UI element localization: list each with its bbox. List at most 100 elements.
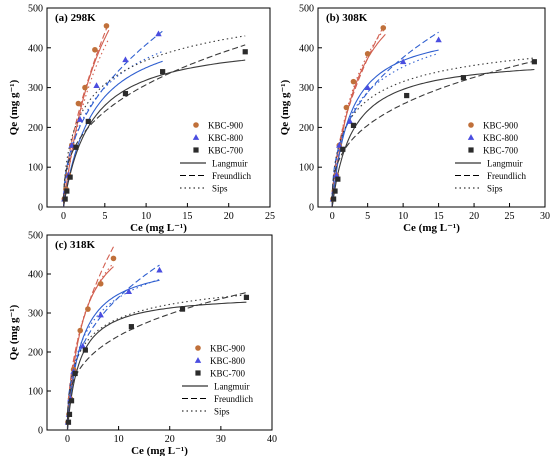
legend-label: KBC-900: [210, 344, 246, 354]
data-point-kbc-900: [82, 84, 88, 91]
data-point-kbc-700: [331, 196, 337, 202]
data-point-kbc-800: [79, 342, 86, 349]
data-point-kbc-900: [75, 100, 82, 107]
legend-marker-kbc-700: [195, 370, 201, 376]
data-point-kbc-700: [350, 122, 357, 129]
legend-label: Freundlich: [214, 394, 253, 404]
chart-panel-2: 0 100 200 300 400 500 0 5 10 15 20 25 30 Ce (mg L⁻¹) Q…: [279, 4, 550, 235]
x-tick-label: 20: [224, 211, 234, 222]
legend-label: KBC-800: [210, 356, 246, 366]
y-axis-label: Qe (mg g⁻¹): [8, 79, 20, 135]
data-point-kbc-700: [72, 370, 78, 377]
data-point-kbc-700: [531, 59, 537, 65]
x-tick-label: 0: [65, 434, 70, 445]
fit-curve-kbc-800-langmuir: [63, 60, 163, 207]
data-point-kbc-800: [155, 30, 162, 37]
data-point-kbc-700: [73, 144, 79, 150]
data-point-kbc-700: [332, 188, 338, 194]
legend-label: KBC-900: [208, 121, 244, 131]
legend-label: Langmuir: [214, 382, 250, 392]
legend-label: KBC-700: [208, 146, 244, 156]
fit-curve-kbc-700-sips: [331, 57, 535, 203]
data-point-kbc-700: [64, 188, 70, 194]
data-point-kbc-800: [156, 266, 163, 273]
data-point-kbc-800: [333, 171, 340, 178]
data-point-kbc-700: [62, 196, 68, 202]
legend-marker-kbc-700: [468, 147, 474, 153]
data-point-kbc-800: [122, 56, 129, 63]
data-point-kbc-700: [82, 347, 88, 353]
fit-curve-kbc-800-sips: [331, 52, 439, 205]
legend-marker-kbc-800: [467, 134, 475, 140]
y-tick-label: 500: [28, 4, 43, 15]
data-point-kbc-700: [67, 174, 73, 180]
chart-panel-1: 0 100 200 300 400 500 0 5 10 15 20 25 Ce (mg L⁻¹) Qe …: [8, 4, 275, 235]
y-tick-label: 0: [309, 203, 314, 214]
legend-label: KBC-700: [483, 146, 519, 156]
legend-label: Sips: [212, 184, 228, 194]
data-point-kbc-800: [346, 118, 354, 124]
data-point-kbc-700: [242, 49, 248, 55]
legend: KBC-900 KBC-800 KBC-700 Langmuir Freundlich S…: [455, 121, 526, 194]
x-tick-label: 40: [267, 434, 277, 445]
x-tick-label: 30: [216, 434, 226, 445]
data-point-kbc-800: [435, 36, 442, 43]
x-tick-label: 0: [330, 211, 335, 222]
legend: KBC-900 KBC-800 KBC-700 Langmuir Freundlich S…: [182, 344, 253, 417]
fit-curve-kbc-900-sips: [331, 27, 386, 207]
data-point-kbc-800: [336, 141, 343, 148]
data-point-kbc-700: [68, 398, 75, 404]
x-tick-label: 10: [114, 434, 124, 445]
fit-curve-kbc-800-sips: [66, 278, 160, 428]
y-tick-label: 300: [299, 83, 314, 94]
legend-marker-kbc-900: [468, 122, 474, 128]
y-tick-label: 400: [28, 270, 43, 281]
fit-curve-kbc-800-freundlich: [331, 31, 439, 200]
data-point-kbc-700: [65, 419, 72, 425]
data-point-kbc-900: [97, 280, 104, 287]
legend-label: KBC-800: [483, 133, 519, 143]
data-point-kbc-800: [76, 116, 84, 122]
y-tick-label: 100: [28, 163, 43, 174]
x-tick-label: 30: [540, 211, 550, 222]
x-tick-label: 10: [141, 211, 151, 222]
x-tick-label: 15: [182, 211, 192, 222]
y-tick-label: 0: [38, 426, 43, 437]
legend-marker-kbc-800: [192, 134, 200, 140]
x-tick-label: 5: [102, 211, 107, 222]
x-tick-label: 10: [398, 211, 408, 222]
fit-curve-kbc-700-langmuir: [331, 68, 535, 207]
x-tick-label: 15: [434, 211, 444, 222]
y-axis-label: Qe (mg g⁻¹): [279, 79, 291, 135]
legend-marker-kbc-700: [193, 147, 199, 153]
x-tick-label: 5: [365, 211, 370, 222]
data-point-kbc-700: [243, 294, 250, 300]
y-tick-label: 400: [28, 43, 43, 54]
data-point-kbc-700: [122, 90, 129, 97]
fit-curve-kbc-800-sips: [63, 50, 163, 206]
chart-panel-3: 0 100 200 300 400 500 0 10 20 30 40 Ce (mg L⁻¹) Qe (…: [8, 231, 277, 456]
legend-label: Langmuir: [487, 159, 523, 169]
fit-curve-kbc-900-sips: [66, 262, 114, 429]
legend-label: Langmuir: [212, 159, 248, 169]
x-tick-label: 0: [61, 211, 66, 222]
legend: KBC-900 KBC-800 KBC-700 Langmuir Freundlich S…: [180, 121, 251, 194]
data-point-kbc-900: [110, 255, 117, 262]
y-axis-label: Qe (mg g⁻¹): [8, 304, 20, 360]
legend-label: Sips: [214, 407, 230, 417]
panel-title: (b) 308K: [326, 12, 368, 24]
data-point-kbc-700: [128, 324, 134, 330]
data-point-kbc-700: [66, 411, 73, 417]
y-tick-label: 500: [28, 231, 43, 242]
data-point-kbc-800: [93, 82, 100, 89]
data-point-kbc-700: [85, 118, 91, 125]
fit-curve-kbc-700-freundlich: [63, 44, 246, 199]
legend-label: KBC-800: [208, 133, 244, 143]
y-tick-label: 300: [28, 309, 43, 320]
y-tick-label: 500: [299, 4, 314, 15]
fit-curve-kbc-900-freundlich: [331, 22, 386, 204]
x-axis-label: Ce (mg L⁻¹): [130, 222, 187, 234]
legend-marker-kbc-900: [193, 122, 199, 128]
x-tick-label: 25: [265, 211, 275, 222]
legend-marker-kbc-800: [194, 357, 202, 363]
